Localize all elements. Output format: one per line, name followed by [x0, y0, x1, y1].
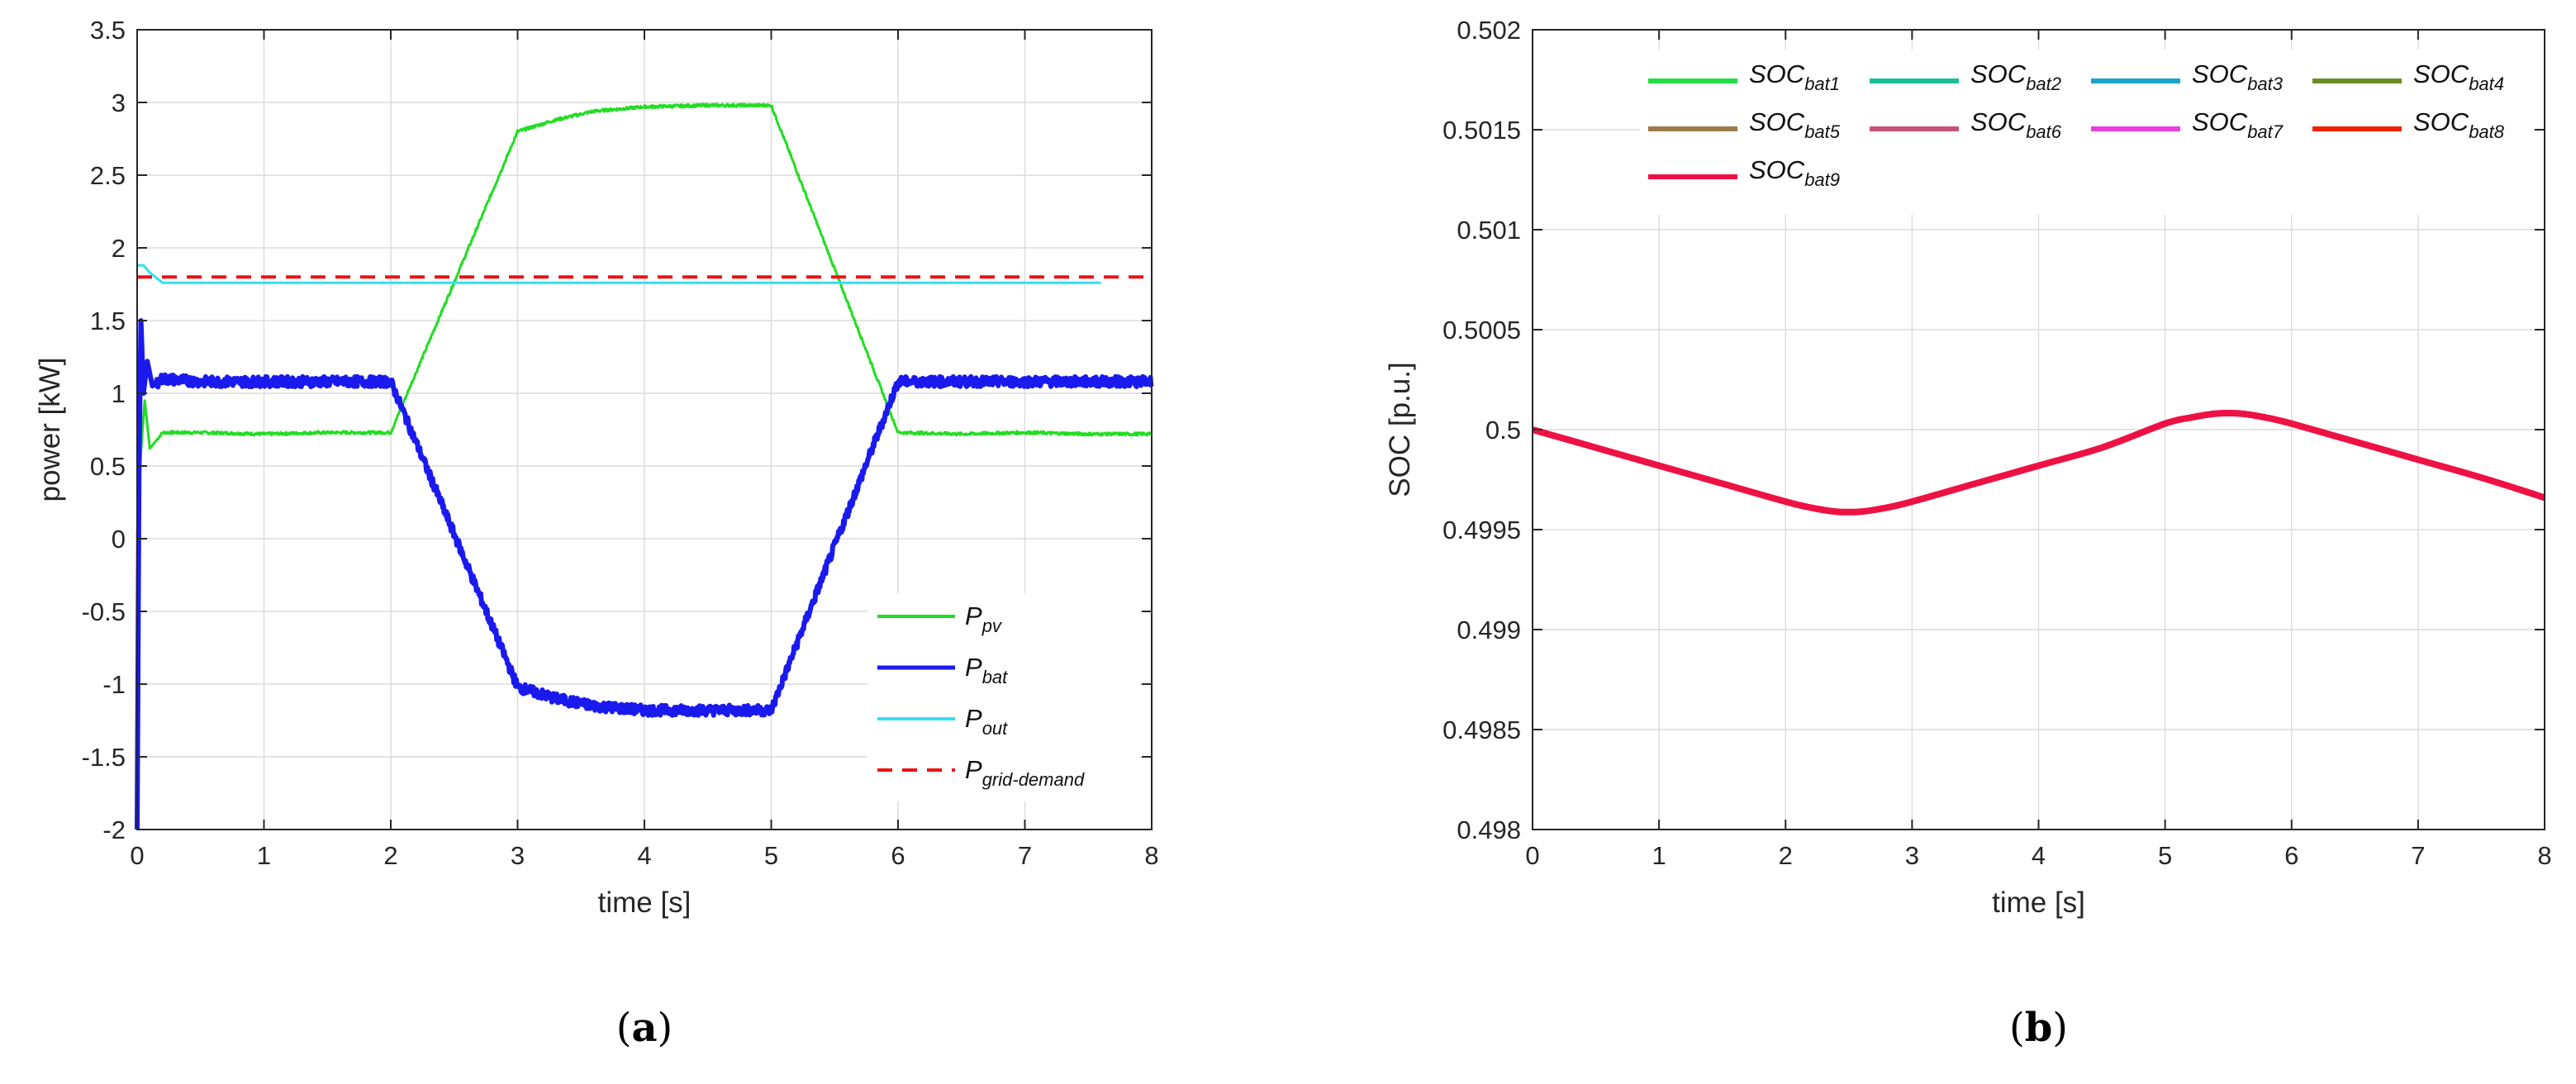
legend-label-soc-bat3: SOCbat3 [2192, 59, 2284, 94]
b-x-tick-label-2: 2 [1779, 841, 1793, 870]
legend-label-p-grid-demand: Pgrid-demand [965, 755, 1085, 790]
a-y-tick-label-11: 3.5 [90, 16, 126, 45]
series-soc-bat9-line [1531, 410, 2546, 516]
b-x-tick-label-0: 0 [1525, 841, 1539, 870]
chart-b: 0 1 2 3 4 5 6 7 8 0.498 0.4985 0.499 0.4995 0.5 0.500… [1384, 16, 2552, 1051]
chart-b-y-axis-label: SOC [p.u.] [1384, 362, 1416, 497]
a-y-tick-label-5: 0.5 [90, 452, 126, 481]
a-x-tick-label-5: 5 [764, 841, 778, 870]
chart-a-y-axis-label: power [kW] [34, 357, 66, 502]
chart-a-panel-label: (a) [616, 1005, 673, 1051]
chart-b-legend-box [1640, 50, 2532, 215]
chart-a-plot-area [135, 102, 1154, 830]
a-y-tick-label-2: -1 [102, 670, 126, 699]
legend-label-soc-bat6: SOCbat6 [1970, 107, 2062, 142]
a-x-tick-label-7: 7 [1018, 841, 1032, 870]
legend-label-p-out: Pout [965, 704, 1008, 739]
chart-b-plot-area [1531, 410, 2546, 516]
legend-label-soc-bat4: SOCbat4 [2413, 59, 2504, 94]
a-y-tick-label-1: -1.5 [82, 743, 126, 772]
chart-b-panel-label: (b) [2009, 1005, 2068, 1051]
b-y-tick-label-7: 0.5015 [1442, 116, 1521, 145]
a-x-tick-label-2: 2 [383, 841, 397, 870]
a-y-tick-label-8: 2 [112, 234, 126, 263]
b-x-tick-label-5: 5 [2158, 841, 2172, 870]
legend-label-p-bat: Pbat [965, 653, 1008, 687]
legend-label-soc-bat1: SOCbat1 [1749, 59, 1840, 94]
series-p-out-line [137, 264, 1101, 284]
a-x-tick-label-1: 1 [257, 841, 271, 870]
b-y-tick-label-0: 0.498 [1457, 815, 1521, 844]
chart-b-x-ticks: 0 1 2 3 4 5 6 7 8 [1525, 30, 2552, 870]
chart-b-legend: SOCbat1 SOCbat2 SOCbat3 SOCbat4 SOCbat5 SOCba… [1640, 50, 2532, 215]
a-x-tick-label-8: 8 [1144, 841, 1158, 870]
b-x-tick-label-4: 4 [2032, 841, 2046, 870]
a-y-tick-label-7: 1.5 [90, 307, 126, 335]
chart-a-legend-box [867, 593, 1140, 801]
a-x-tick-label-0: 0 [130, 841, 144, 870]
a-x-tick-label-4: 4 [637, 841, 651, 870]
chart-a-x-axis-label: time [s] [598, 887, 692, 919]
b-y-tick-label-2: 0.499 [1457, 616, 1521, 644]
a-y-tick-label-3: -0.5 [82, 597, 126, 626]
a-y-tick-label-0: -2 [102, 815, 126, 844]
a-y-tick-label-9: 2.5 [90, 161, 126, 190]
b-x-tick-label-8: 8 [2537, 841, 2551, 870]
legend-label-soc-bat2: SOCbat2 [1970, 59, 2061, 94]
b-x-tick-label-3: 3 [1905, 841, 1919, 870]
chart-b-x-axis-label: time [s] [1992, 887, 2085, 919]
b-y-tick-label-5: 0.5005 [1442, 316, 1521, 345]
legend-label-soc-bat7: SOCbat7 [2192, 107, 2284, 142]
b-x-tick-label-7: 7 [2411, 841, 2425, 870]
b-y-tick-label-4: 0.5 [1485, 416, 1521, 445]
b-x-tick-label-6: 6 [2284, 841, 2298, 870]
chart-b-y-ticks: 0.498 0.4985 0.499 0.4995 0.5 0.5005 0.501 0.50… [1442, 16, 2545, 844]
chart-a-x-ticks: 0 1 2 3 4 5 6 7 8 [130, 30, 1159, 870]
a-y-tick-label-6: 1 [112, 379, 126, 408]
legend-label-p-pv: Ppv [965, 601, 1003, 636]
legend-label-soc-bat8: SOCbat8 [2413, 107, 2505, 142]
b-y-tick-label-8: 0.502 [1457, 16, 1521, 45]
a-y-tick-label-4: 0 [112, 525, 126, 554]
b-y-tick-label-3: 0.4995 [1442, 516, 1521, 544]
legend-label-soc-bat9: SOCbat9 [1749, 155, 1840, 190]
chart-a-legend: Ppv Pbat Pout Pgrid-demand [867, 593, 1140, 801]
a-x-tick-label-6: 6 [891, 841, 905, 870]
chart-a: 0 1 2 3 4 5 6 7 8 -2 -1.5 -1 -0.5 0 0.5 1 1.5 2 2.5 3 3.5 t… [34, 16, 1159, 1051]
series-p-pv-line [135, 102, 1153, 540]
b-x-tick-label-1: 1 [1652, 841, 1666, 870]
a-y-tick-label-10: 3 [112, 88, 126, 117]
legend-label-soc-bat5: SOCbat5 [1749, 107, 1841, 142]
series-p-bat-line [135, 318, 1154, 830]
chart-a-y-ticks: -2 -1.5 -1 -0.5 0 0.5 1 1.5 2 2.5 3 3.5 [82, 16, 1152, 844]
b-y-tick-label-1: 0.4985 [1442, 716, 1521, 744]
a-x-tick-label-3: 3 [511, 841, 525, 870]
b-y-tick-label-6: 0.501 [1457, 216, 1521, 245]
